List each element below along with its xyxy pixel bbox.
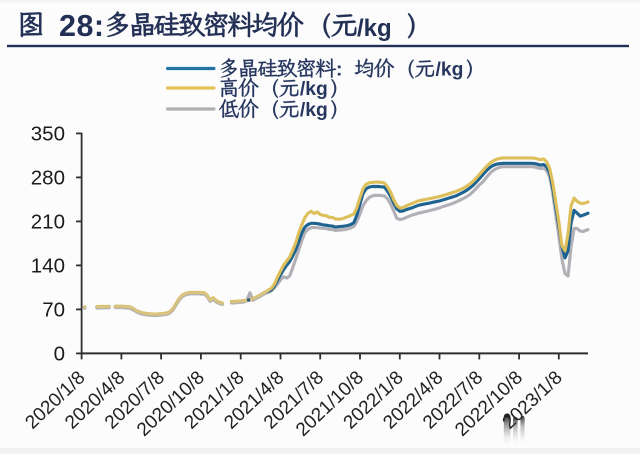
svg-text:/kg: /kg xyxy=(300,100,328,121)
svg-text:/kg: /kg xyxy=(357,15,392,42)
svg-text:280: 280 xyxy=(31,166,65,189)
svg-text::: : xyxy=(336,60,342,81)
svg-text:350: 350 xyxy=(31,122,65,145)
svg-text:28:: 28: xyxy=(59,9,105,43)
svg-text:0: 0 xyxy=(54,342,65,365)
svg-text:/kg: /kg xyxy=(300,79,328,100)
svg-text:70: 70 xyxy=(42,298,65,321)
svg-text:140: 140 xyxy=(31,254,65,277)
svg-text:210: 210 xyxy=(31,210,65,233)
svg-text:/kg: /kg xyxy=(436,60,464,81)
